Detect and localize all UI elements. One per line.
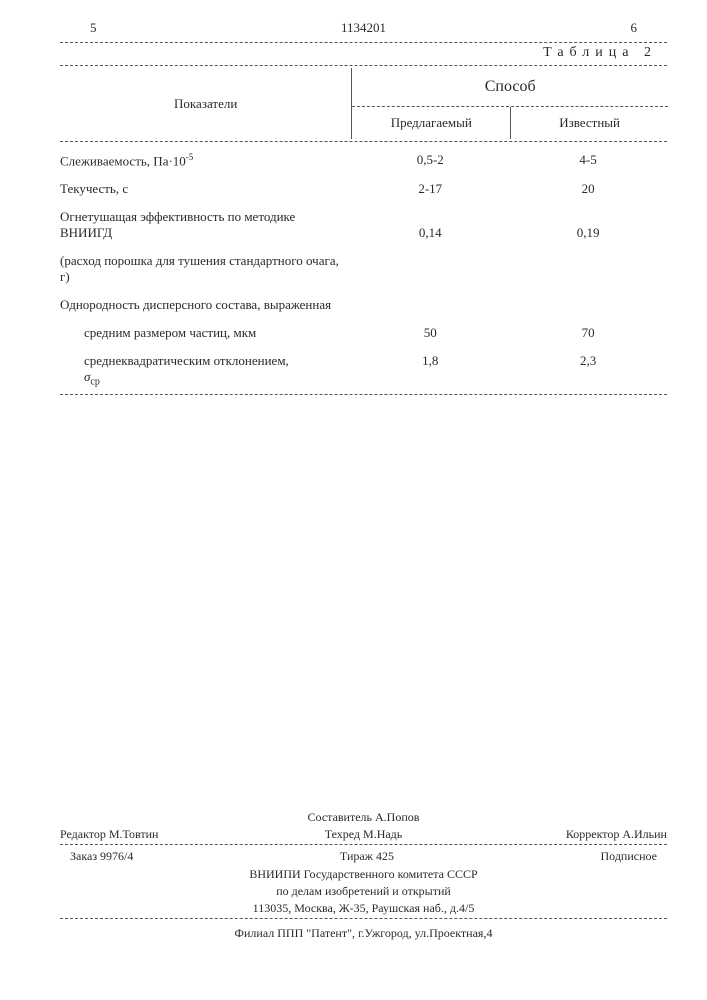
table-row: Однородность дисперсного состава, выраже…: [60, 289, 667, 317]
org-line-2: по делам изобретений и открытий: [60, 883, 667, 900]
address: 113035, Москва, Ж-35, Раушская наб., д.4…: [60, 900, 667, 917]
table-row: (расход порошка для тушения стандартного…: [60, 245, 667, 289]
cell-proposed: 50: [424, 325, 437, 340]
row-label-sup: -5: [186, 152, 194, 162]
page-num-right: 6: [631, 20, 638, 36]
cell-proposed: 0,5-2: [417, 152, 444, 167]
cell-proposed: 1,8: [422, 353, 438, 368]
corrector: Корректор А.Ильин: [465, 827, 667, 842]
rule-head-1: [60, 65, 667, 66]
doc-number: 1134201: [341, 20, 386, 36]
rule-head-2: [60, 141, 667, 142]
techred: Техред М.Надь: [262, 827, 464, 842]
org-line-1: ВНИИПИ Государственного комитета СССР: [60, 866, 667, 883]
row-label: среднеквадратическим отклонением,: [84, 353, 289, 368]
col-proposed: Предлагаемый: [391, 115, 472, 130]
cell-known: 2,3: [580, 353, 596, 368]
row-label: Огнетушащая эффективность по методике ВН…: [60, 209, 295, 240]
order-number: Заказ 9976/4: [70, 849, 133, 864]
cell-known: 20: [582, 181, 595, 196]
col-method: Способ: [485, 78, 536, 96]
table-row: средним размером частиц, мкм 50 70: [60, 317, 667, 345]
row-label: средним размером частиц, мкм: [84, 325, 256, 340]
table-row: Слеживаемость, Па·10-5 0,5-2 4-5: [60, 144, 667, 173]
cell-known: 4-5: [579, 152, 596, 167]
compiler: Составитель А.Попов: [60, 810, 667, 825]
table-header-row-1: Показатели Способ Предлагаемый Известный: [60, 68, 667, 139]
col-known: Известный: [559, 115, 620, 130]
rule-footer-2: [60, 918, 667, 919]
cell-proposed: 0,14: [419, 225, 442, 240]
branch-address: Филиал ППП "Патент", г.Ужгород, ул.Проек…: [60, 925, 667, 942]
subscription: Подписное: [601, 849, 658, 864]
rule-footer-1: [60, 844, 667, 845]
cell-proposed: 2-17: [418, 181, 442, 196]
doc-header-numbers: 5 1134201 6: [90, 20, 637, 36]
rule-top: [60, 42, 667, 43]
row-label: Однородность дисперсного состава, выраже…: [60, 297, 331, 312]
rule-table-bottom: [60, 394, 667, 395]
row-label: Текучесть, с: [60, 181, 128, 196]
col-indicators: Показатели: [174, 96, 237, 112]
imprint-block: Составитель А.Попов Редактор М.Товтин Те…: [60, 810, 667, 942]
table-row: Огнетушащая эффективность по методике ВН…: [60, 201, 667, 245]
table-row: Текучесть, с 2-17 20: [60, 173, 667, 201]
cell-known: 0,19: [577, 225, 600, 240]
circulation: Тираж 425: [340, 849, 394, 864]
editor: Редактор М.Товтин: [60, 827, 262, 842]
row-label: (расход порошка для тушения стандартного…: [60, 253, 339, 284]
cell-known: 70: [582, 325, 595, 340]
row-label: Слеживаемость, Па·10: [60, 153, 186, 168]
table-row: среднеквадратическим отклонением, σср 1,…: [60, 345, 667, 392]
table-caption: Таблица 2: [60, 45, 657, 61]
page-num-left: 5: [90, 20, 97, 36]
